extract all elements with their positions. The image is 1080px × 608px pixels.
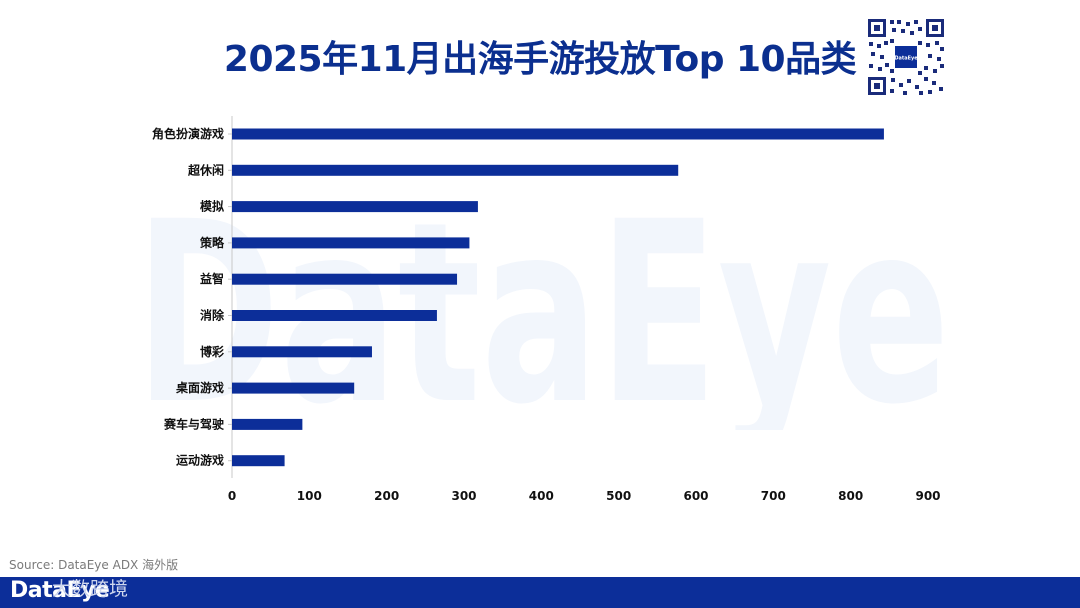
category-label-4: 策略 xyxy=(200,235,225,250)
category-label-6: 消除 xyxy=(200,308,225,323)
x-tick-label-800: 800 xyxy=(838,489,863,503)
bar-7 xyxy=(232,346,372,358)
bar-5 xyxy=(232,273,458,285)
bar-9 xyxy=(232,418,303,430)
x-tick-label-200: 200 xyxy=(374,489,399,503)
qr-logo xyxy=(895,46,917,68)
qr-code-graphic: DataEye xyxy=(866,17,946,97)
bar-8 xyxy=(232,382,355,394)
category-label-10: 运动游戏 xyxy=(176,453,224,468)
footer-brand-logo: DataEye xyxy=(10,578,110,603)
qr-code[interactable]: DataEye xyxy=(866,17,946,97)
bar-10 xyxy=(232,455,285,467)
x-tick-label-0: 0 xyxy=(228,489,236,503)
bar-2 xyxy=(232,164,679,176)
qr-logo-text: DataEye xyxy=(894,56,918,62)
bar-6 xyxy=(232,310,437,321)
category-label-7: 博彩 xyxy=(200,344,224,359)
x-tick-label-400: 400 xyxy=(529,489,554,503)
x-tick-label-300: 300 xyxy=(451,489,476,503)
x-tick-label-600: 600 xyxy=(683,489,708,503)
footer-bar xyxy=(0,577,1080,608)
x-tick-label-500: 500 xyxy=(606,489,631,503)
footer-brand-cn: 大数跨境 xyxy=(52,578,129,600)
bar-3 xyxy=(232,201,478,213)
category-label-8: 桌面游戏 xyxy=(175,380,224,395)
source-note: Source: DataEye ADX 海外版 xyxy=(9,558,179,572)
category-label-2: 超休闲 xyxy=(187,162,224,177)
chart-title: 2025年11月出海手游投放Top 10品类 xyxy=(223,39,857,80)
category-label-5: 益智 xyxy=(200,271,224,286)
bar-4 xyxy=(232,237,470,249)
bar-1 xyxy=(232,128,884,140)
category-label-9: 赛车与驾驶 xyxy=(163,416,224,431)
category-label-1: 角色扮演游戏 xyxy=(152,126,224,141)
x-tick-label-900: 900 xyxy=(915,489,940,503)
x-tick-label-700: 700 xyxy=(761,489,786,503)
category-label-3: 模拟 xyxy=(200,199,224,214)
x-tick-label-100: 100 xyxy=(297,489,322,503)
